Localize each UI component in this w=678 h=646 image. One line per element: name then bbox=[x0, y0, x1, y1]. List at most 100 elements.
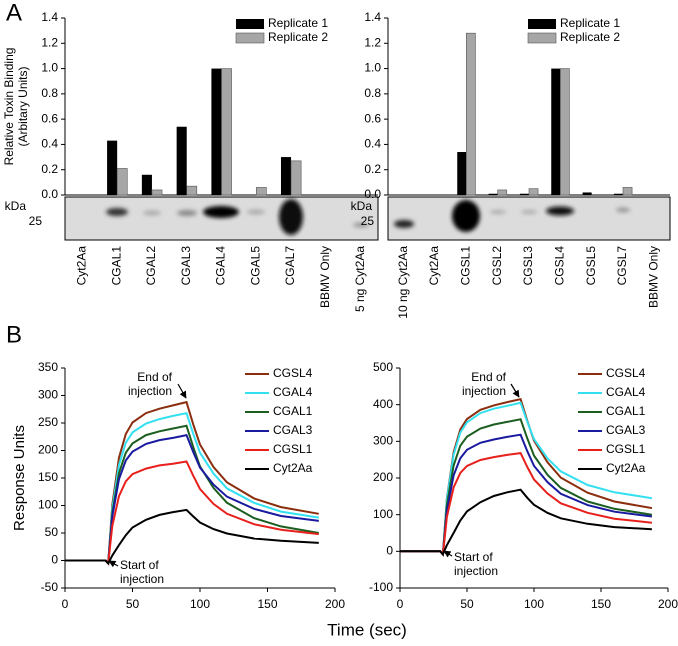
legend-label: Replicate 2 bbox=[268, 30, 328, 44]
y-tick-label: 0 bbox=[386, 544, 393, 558]
y-tick-label: 0.2 bbox=[41, 162, 58, 176]
y-tick-label: 50 bbox=[45, 525, 59, 539]
y-tick-label: -50 bbox=[41, 580, 59, 594]
x-tick-label: 5 ng Cyt2Aa bbox=[353, 246, 367, 312]
bar bbox=[255, 187, 267, 196]
y-tick-label: 0.2 bbox=[364, 162, 381, 176]
y-tick-label: 0.0 bbox=[41, 187, 58, 201]
x-tick-label: 150 bbox=[591, 597, 611, 611]
blot-right bbox=[387, 196, 671, 241]
x-tick-label: CGSL4 bbox=[553, 246, 567, 286]
legend-label: CGAL4 bbox=[606, 385, 646, 399]
y-tick-label: 0 bbox=[51, 553, 58, 567]
bar bbox=[107, 140, 118, 195]
bar bbox=[186, 185, 198, 196]
bar bbox=[528, 188, 539, 196]
bar bbox=[497, 189, 508, 196]
bar bbox=[519, 193, 529, 195]
y-tick-label: 0.0 bbox=[364, 187, 381, 201]
y-tick-label: 300 bbox=[373, 434, 393, 448]
legend-label: CGAL3 bbox=[606, 423, 646, 437]
blot-unit: kDa bbox=[5, 199, 27, 213]
line bbox=[400, 452, 653, 557]
y-tick-label: 1.4 bbox=[41, 10, 58, 24]
x-tick-label: Cyt2Aa bbox=[75, 246, 89, 286]
x-tick-label: 0 bbox=[397, 597, 404, 611]
x-tick-label: CGAL7 bbox=[283, 246, 297, 286]
x-tick-label: 50 bbox=[460, 597, 474, 611]
legend-label: CGAL1 bbox=[273, 404, 313, 418]
bar bbox=[466, 32, 476, 196]
legend-label: CGSL1 bbox=[273, 442, 313, 456]
x-tick-label: 100 bbox=[190, 597, 210, 611]
x-tick-label: 200 bbox=[325, 597, 345, 611]
bar bbox=[613, 193, 623, 195]
y-tick-label: 0.4 bbox=[364, 137, 381, 151]
x-tick-label: 50 bbox=[126, 597, 140, 611]
y-tick-label: 100 bbox=[38, 498, 58, 512]
x-tick-label: CGSL1 bbox=[459, 246, 473, 286]
x-tick-label: CGAL1 bbox=[109, 246, 123, 286]
y-tick-label: 100 bbox=[373, 507, 393, 521]
line bbox=[400, 418, 653, 557]
line bbox=[65, 433, 319, 566]
x-tick-label: BBMV Only bbox=[318, 246, 332, 308]
annotation: End of bbox=[137, 370, 172, 384]
legend-label: CGSL4 bbox=[606, 366, 646, 380]
x-tick-label: CGAL3 bbox=[179, 246, 193, 286]
x-tick-label: Cyt2Aa bbox=[427, 246, 441, 286]
x-tick-label: CGSL3 bbox=[521, 246, 535, 286]
x-tick-label: 150 bbox=[257, 597, 277, 611]
panel-label: B bbox=[6, 321, 22, 348]
bar bbox=[290, 160, 302, 196]
x-tick-label: CGAL4 bbox=[214, 246, 228, 286]
y-tick-label: 350 bbox=[38, 360, 58, 374]
legend-swatch bbox=[236, 19, 264, 29]
y-tick-label: 200 bbox=[38, 443, 58, 457]
x-tick-label: BBMV Only bbox=[647, 246, 661, 308]
x-tick-label: 0 bbox=[62, 597, 69, 611]
annotation: injection bbox=[128, 384, 172, 398]
y-tick-label: 1.0 bbox=[364, 61, 381, 75]
line bbox=[65, 460, 319, 566]
y-tick-label: 0.8 bbox=[41, 86, 58, 100]
bar bbox=[280, 157, 292, 195]
legend-label: Replicate 2 bbox=[560, 30, 620, 44]
y-tick-label: 1.2 bbox=[364, 35, 381, 49]
y-tick-label: 0.8 bbox=[364, 86, 381, 100]
annotation: injection bbox=[120, 572, 164, 586]
bar bbox=[176, 126, 187, 195]
annotation-arrow bbox=[177, 383, 187, 399]
y-tick-label: 300 bbox=[38, 388, 58, 402]
bar bbox=[457, 152, 467, 195]
bar bbox=[221, 68, 232, 196]
bar bbox=[622, 187, 633, 196]
y-tick-label: 500 bbox=[373, 360, 393, 374]
y-tick-label: 1.0 bbox=[41, 61, 58, 75]
blot-marker: 25 bbox=[361, 214, 375, 228]
annotation: injection bbox=[454, 564, 498, 578]
annotation: Start of bbox=[454, 550, 493, 564]
annotation-arrow bbox=[510, 383, 520, 398]
x-tick-label: 100 bbox=[524, 597, 544, 611]
y-axis-label: (Arbitary Units) bbox=[16, 66, 30, 146]
y-tick-label: 0.6 bbox=[364, 111, 381, 125]
x-tick-label: CGSL5 bbox=[584, 246, 598, 286]
x-tick-label: CGAL5 bbox=[248, 246, 262, 286]
legend-label: CGSL4 bbox=[273, 366, 313, 380]
legend-swatch bbox=[527, 32, 557, 44]
legend-swatch bbox=[235, 32, 265, 44]
y-axis-label: Relative Toxin Binding bbox=[2, 48, 16, 166]
y-tick-label: 1.2 bbox=[41, 35, 58, 49]
x-tick-label: CGSL7 bbox=[615, 246, 629, 286]
annotation: Start of bbox=[120, 558, 159, 572]
y-tick-label: 250 bbox=[38, 415, 58, 429]
line bbox=[400, 488, 652, 557]
legend-swatch bbox=[528, 19, 556, 29]
x-tick-label: 10 ng Cyt2Aa bbox=[396, 246, 410, 319]
legend-label: Replicate 1 bbox=[560, 16, 620, 30]
bar bbox=[116, 168, 128, 196]
bar bbox=[211, 68, 222, 195]
legend-label: CGAL4 bbox=[273, 385, 313, 399]
